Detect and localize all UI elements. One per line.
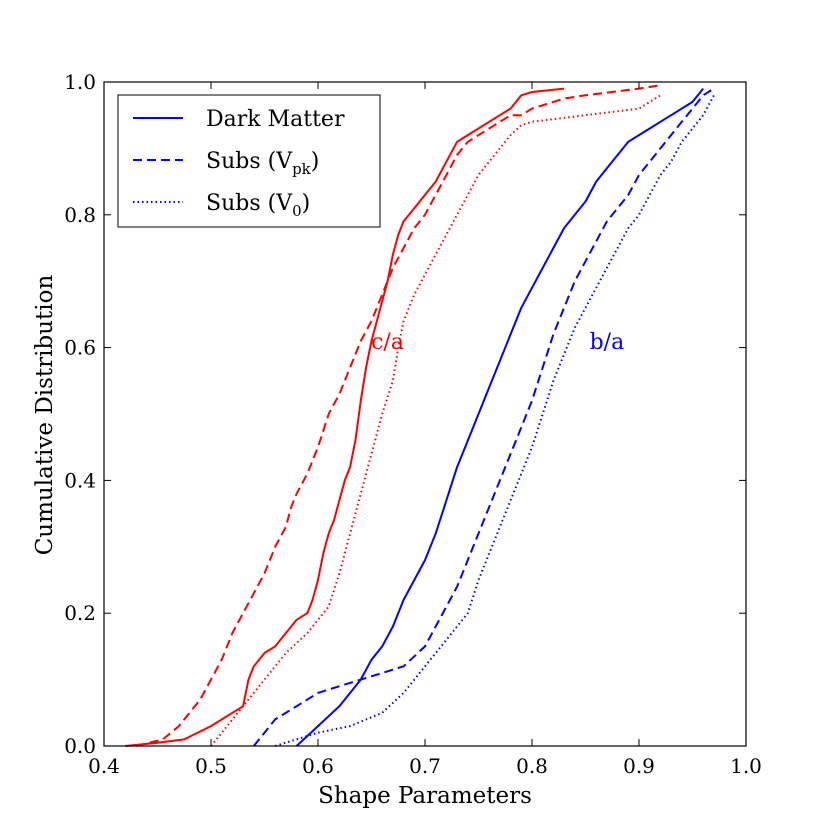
legend-label: Subs (Vpk) [206, 149, 319, 178]
legend: Dark Matter Subs (Vpk) Subs (V0) [117, 94, 381, 228]
annotation-c-a: c/a [371, 330, 404, 355]
x-tick-label: 0.8 [516, 754, 548, 778]
y-tick-label: 1.0 [64, 70, 96, 94]
legend-label: Dark Matter [206, 107, 345, 132]
ticks-layer: 0.4 0.5 0.6 0.7 0.8 0.9 1.0 0.0 0.2 0.4 0.6 0.8 1.0 [64, 70, 762, 778]
y-tick-label: 0.0 [64, 734, 96, 758]
y-tick-label: 0.2 [64, 601, 96, 625]
series-layer [125, 84, 715, 747]
series-line-subs-vpk-b-a [253, 87, 715, 747]
annotations: c/a b/a [371, 330, 624, 355]
series-line-dark-matter-c-a [125, 87, 565, 747]
legend-label: Subs (V0) [206, 191, 310, 220]
x-tick-label: 0.4 [88, 754, 120, 778]
legend-entries: Dark Matter Subs (Vpk) Subs (V0) [133, 107, 345, 220]
y-axis-label: Cumulative Distribution [32, 275, 58, 556]
annotation-b-a: b/a [590, 330, 625, 355]
x-tick-label: 1.0 [730, 754, 762, 778]
x-tick-label: 0.9 [623, 754, 655, 778]
x-axis-label: Shape Parameters [318, 783, 532, 809]
series-line-subs-v0-c-a [210, 94, 661, 747]
x-tick-label: 0.7 [409, 754, 441, 778]
x-tick-label: 0.6 [302, 754, 334, 778]
series-line-dark-matter-b-a [295, 87, 704, 747]
y-tick-label: 0.8 [64, 203, 96, 227]
series-line-subs-v0-b-a [274, 94, 715, 747]
y-tick-label: 0.6 [64, 336, 96, 360]
series-line-subs-vpk-c-a [135, 84, 661, 747]
x-tick-label: 0.5 [195, 754, 227, 778]
y-tick-label: 0.4 [64, 468, 96, 492]
